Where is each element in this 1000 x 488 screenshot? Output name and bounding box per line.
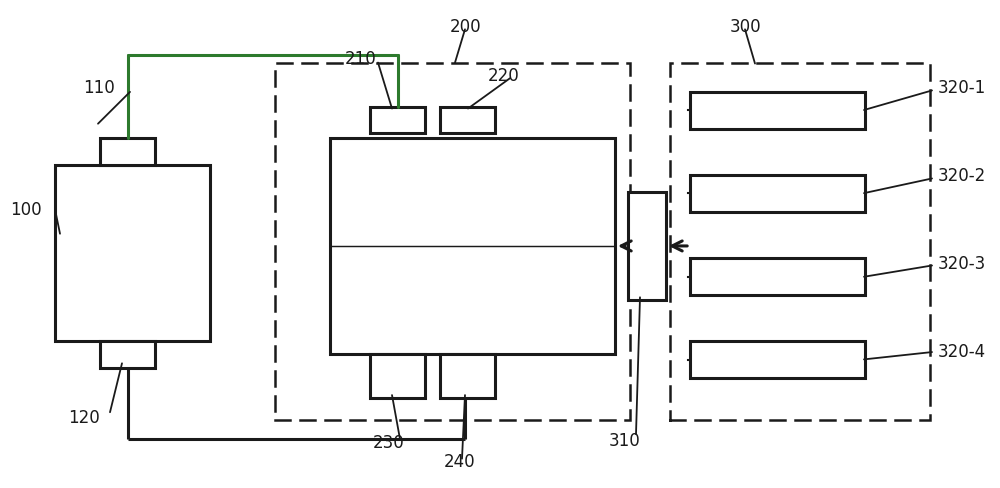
Text: 320-4: 320-4 <box>938 343 986 360</box>
Bar <box>690 259 865 295</box>
Bar <box>690 93 865 129</box>
Bar <box>330 139 615 354</box>
Text: 220: 220 <box>488 67 520 84</box>
Bar <box>628 193 666 300</box>
Bar <box>370 107 425 134</box>
Bar <box>100 342 155 368</box>
Bar <box>370 354 425 398</box>
Bar <box>690 342 865 378</box>
Text: 310: 310 <box>609 431 641 449</box>
Text: 230: 230 <box>373 433 405 450</box>
Bar <box>690 176 865 212</box>
Text: 200: 200 <box>450 18 482 36</box>
Text: 120: 120 <box>68 408 100 426</box>
Text: 100: 100 <box>10 201 42 219</box>
Bar <box>440 107 495 134</box>
Bar <box>55 166 210 342</box>
Text: 110: 110 <box>83 79 115 97</box>
Bar <box>440 354 495 398</box>
Bar <box>275 63 630 420</box>
Bar <box>670 63 930 420</box>
Text: 320-2: 320-2 <box>938 167 986 184</box>
Text: 300: 300 <box>730 18 762 36</box>
Text: 240: 240 <box>444 452 476 470</box>
Text: 320-1: 320-1 <box>938 79 986 97</box>
Text: 210: 210 <box>345 50 377 67</box>
Bar <box>100 139 155 166</box>
Text: 320-3: 320-3 <box>938 255 986 272</box>
